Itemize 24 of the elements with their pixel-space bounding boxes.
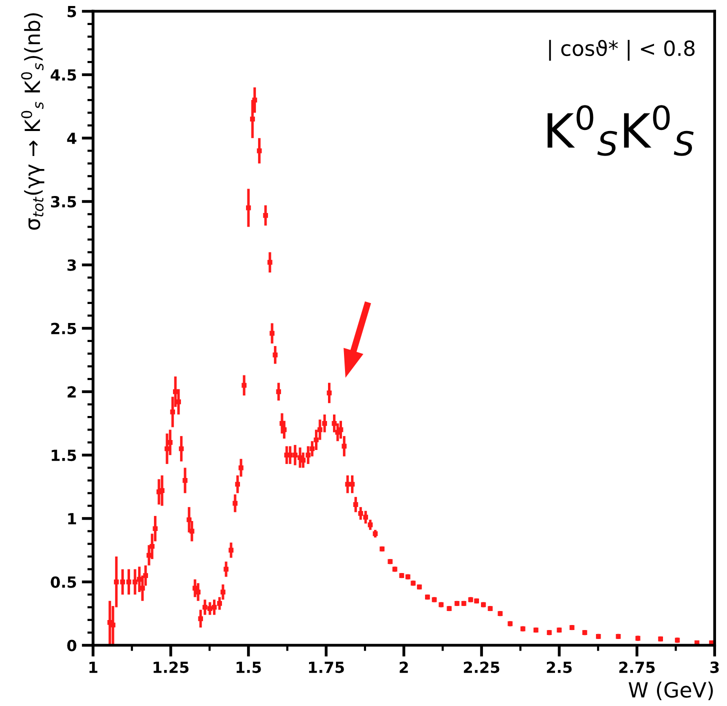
- y-tick-label: 3.5: [51, 196, 76, 208]
- x-tick-label: 1: [89, 662, 98, 673]
- x-tick-label: 3: [710, 662, 719, 674]
- x-tick-label: 1.25: [154, 662, 189, 674]
- y-tick-label: 2.5: [51, 322, 76, 334]
- x-tick-label: 2.5: [546, 662, 572, 674]
- y-tick-label: 0: [67, 640, 76, 652]
- y-tick-label: 2: [68, 386, 76, 398]
- y-tick-label: 1: [68, 513, 76, 524]
- y-tick-label: 0.5: [50, 576, 76, 588]
- annotation: | cosϑ* | < 0.8: [549, 40, 695, 61]
- text: σ$_{tot}$(γγ → K$^{0}$$_{s}$ K$^{0}$$_{s}$)(nb): [21, 13, 44, 230]
- annotation: K$^{0}$$_{S}$K$^{0}$$_{S}$: [548, 105, 694, 156]
- x-tick-label: 1.5: [236, 662, 261, 674]
- x-axis-title: W (GeV): [628, 682, 713, 700]
- y-tick-label: 5: [68, 6, 76, 18]
- x-tick-label: 1.75: [309, 662, 344, 674]
- y-tick-label: 4: [67, 132, 76, 144]
- x-tick-label: 2: [400, 662, 408, 673]
- y-tick-label: 1.5: [52, 450, 76, 462]
- x-tick-label: 2.25: [464, 662, 500, 674]
- x-tick-label: 2.75: [619, 662, 655, 674]
- y-tick-label: 3: [67, 259, 76, 271]
- y-tick-label: 4.5: [50, 69, 76, 81]
